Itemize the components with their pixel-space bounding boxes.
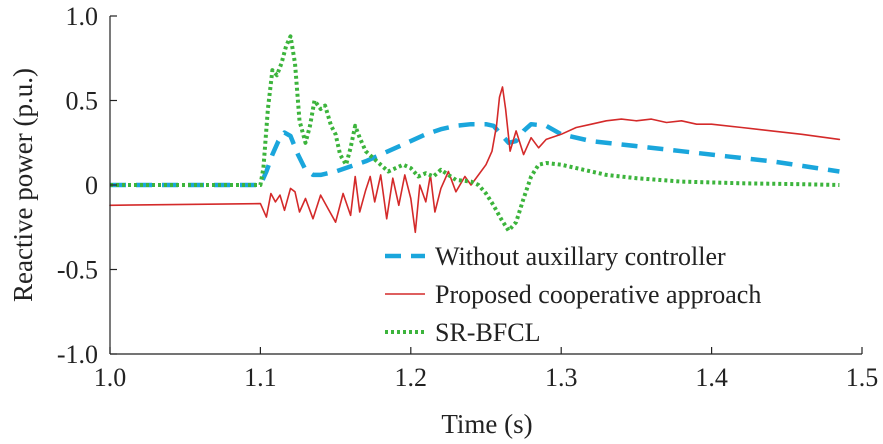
legend-label-3: SR-BFCL	[435, 318, 541, 347]
y-tick-label: -1.0	[57, 340, 98, 369]
x-tick-label: 1.0	[94, 363, 127, 392]
tick-labels: 1.0 1.1 1.2 1.3 1.4 1.5 1.0 0.5 0 -0.5 -1.0	[57, 2, 878, 392]
x-tick-label: 1.3	[545, 363, 578, 392]
y-tick-label: -0.5	[57, 256, 98, 285]
y-tick-label: 1.0	[66, 2, 99, 31]
y-tick-label: 0	[85, 171, 98, 200]
x-axis-label: Time (s)	[441, 409, 532, 439]
legend: Without auxillary controller Proposed coo…	[385, 242, 761, 347]
y-axis-label: Reactive power (p.u.)	[8, 68, 38, 302]
series-line-3	[110, 34, 840, 233]
x-tick-label: 1.1	[244, 363, 277, 392]
x-tick-label: 1.5	[846, 363, 879, 392]
y-tick-label: 0.5	[66, 87, 99, 116]
legend-label-1: Without auxillary controller	[435, 242, 726, 271]
legend-label-2: Proposed cooperative approach	[435, 280, 761, 309]
series-line-1	[110, 121, 840, 188]
plot-area	[109, 34, 841, 234]
x-tick-label: 1.4	[695, 363, 728, 392]
axes	[109, 15, 863, 355]
x-tick-label: 1.2	[395, 363, 428, 392]
series-line-2	[109, 86, 841, 234]
